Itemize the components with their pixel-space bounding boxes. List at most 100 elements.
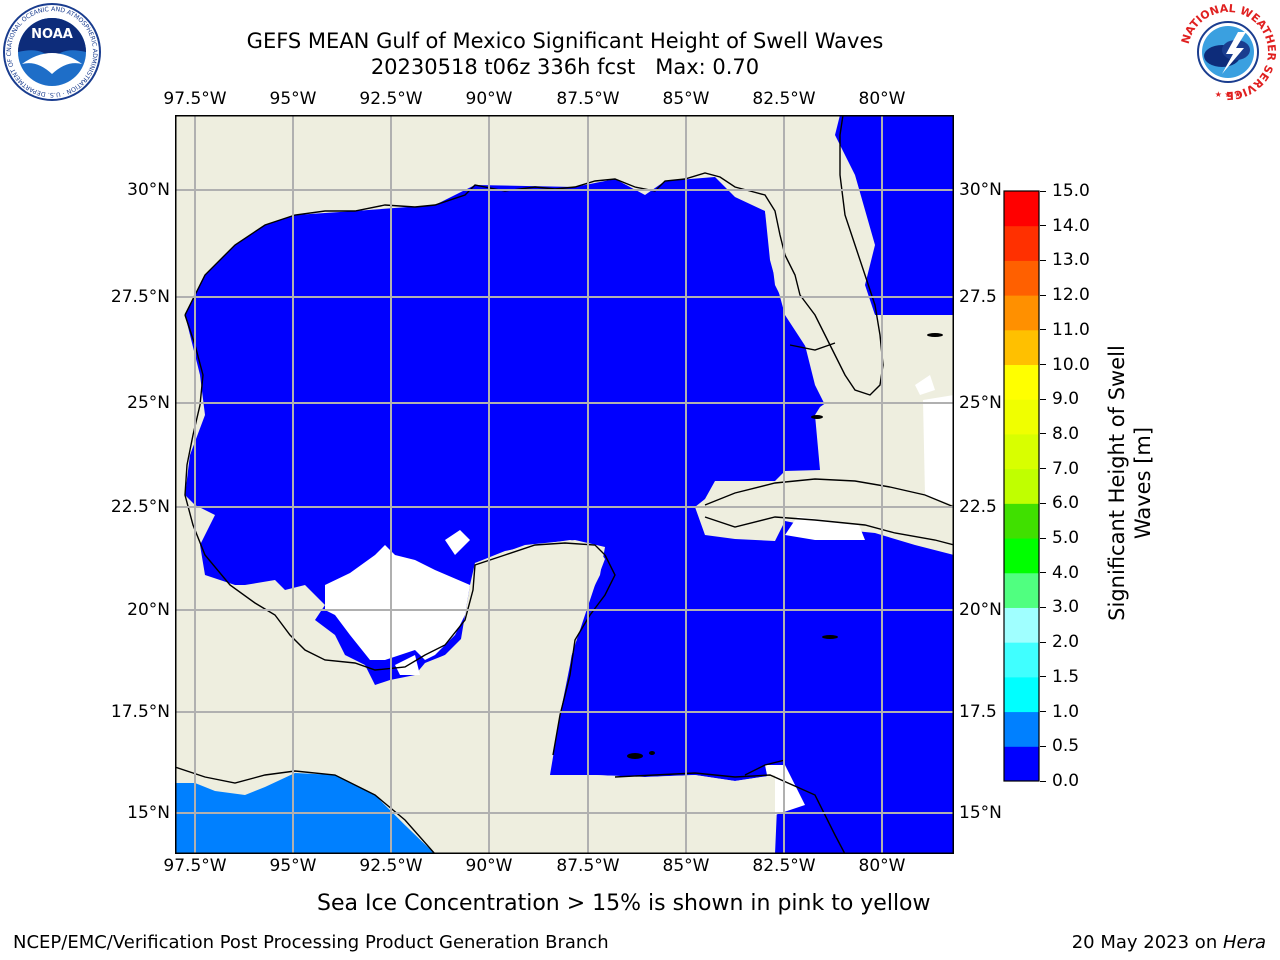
colorbar-tick-mark [1040, 537, 1046, 539]
colorbar-tick-mark [1040, 190, 1046, 192]
colorbar-tick-label: 12.0 [1052, 285, 1090, 306]
colorbar-bin [1004, 295, 1039, 331]
lat-label-left: 30°N [127, 180, 170, 200]
small-islands [627, 333, 943, 759]
colorbar-bin [1004, 329, 1039, 366]
colorbar [1003, 190, 1040, 782]
colorbar-tick-label: 11.0 [1052, 319, 1090, 340]
lon-label-bottom: 87.5°W [556, 856, 620, 876]
colorbar-bin [1004, 746, 1039, 782]
noaa-logo-text: NOAA [31, 27, 73, 42]
colorbar-bin [1004, 503, 1039, 539]
lat-label-right: 25°N [959, 393, 1002, 413]
lat-label-left: 22.5°N [110, 497, 170, 517]
colorbar-tick-mark [1040, 502, 1046, 504]
colorbar-tick-mark [1040, 641, 1046, 643]
colorbar-bin [1004, 538, 1039, 574]
colorbar-tick-label: 1.0 [1052, 701, 1080, 722]
gulf-swell-field [185, 177, 954, 854]
lon-label-bottom: 80°W [858, 856, 906, 876]
lat-label-right: 17.5 [959, 702, 997, 722]
colorbar-tick-mark [1040, 259, 1046, 261]
lat-label-left: 27.5°N [110, 287, 170, 307]
colorbar-label-line1: Significant Height of Swell [1105, 345, 1129, 621]
colorbar-tick-label: 9.0 [1052, 389, 1080, 410]
colorbar-tick-mark [1040, 468, 1046, 470]
gulf-map [175, 115, 954, 854]
colorbar-tick-label: 2.0 [1052, 632, 1080, 653]
lon-label-bottom: 90°W [465, 856, 513, 876]
colorbar-label-line2: Waves [m] [1131, 426, 1155, 540]
colorbar-tick-label: 1.5 [1052, 666, 1080, 687]
map-frame [175, 115, 954, 854]
footer-date: 20 May 2023 on Hera [1072, 932, 1266, 953]
colorbar-tick-label: 13.0 [1052, 250, 1090, 271]
lat-label-right: 22.5 [959, 497, 997, 517]
colorbar-tick-label: 10.0 [1052, 354, 1090, 375]
lon-label-top: 87.5°W [556, 89, 620, 109]
colorbar-tick-mark [1040, 225, 1046, 227]
colorbar-bin [1004, 607, 1039, 643]
chart-subtitle: 20230518 t06z 336h fcst Max: 0.70 [370, 55, 760, 79]
lat-label-left: 15°N [127, 803, 170, 823]
lat-label-right: 20°N [959, 600, 1002, 620]
colorbar-tick-mark [1040, 398, 1046, 400]
colorbar-tick-mark [1040, 606, 1046, 608]
colorbar-tick-label: 0.5 [1052, 736, 1080, 757]
footer-credit: NCEP/EMC/Verification Post Processing Pr… [13, 932, 609, 953]
colorbar-tick-mark [1040, 676, 1046, 678]
lon-label-bottom: 85°W [662, 856, 710, 876]
colorbar-tick-label: 6.0 [1052, 493, 1080, 514]
nws-logo: NATIONAL WEATHER SERVICE ★ ★ ★ [1179, 2, 1278, 102]
colorbar-tick-label: 15.0 [1052, 181, 1090, 201]
colorbar-tick-label: 14.0 [1052, 215, 1090, 236]
colorbar-tick-mark [1040, 745, 1046, 747]
footer-machine: Hera [1222, 932, 1266, 953]
atlantic-swell-field [835, 115, 954, 315]
map-gridlines [175, 115, 954, 854]
lon-label-top: 82.5°W [752, 89, 816, 109]
footer-date-text: 20 May 2023 on [1071, 932, 1223, 953]
lon-label-top: 95°W [269, 89, 317, 109]
sea-ice-note: Sea Ice Concentration > 15% is shown in … [317, 891, 931, 916]
lon-label-top: 90°W [465, 89, 513, 109]
colorbar-tick-label: 0.0 [1052, 771, 1080, 791]
lon-label-top: 97.5°W [163, 89, 227, 109]
lat-label-left: 17.5°N [110, 702, 170, 722]
lon-label-top: 92.5°W [359, 89, 423, 109]
lat-label-right: 27.5 [959, 287, 997, 307]
colorbar-tick-label: 7.0 [1052, 458, 1080, 479]
lon-label-bottom: 97.5°W [163, 856, 227, 876]
colorbar-bin [1004, 364, 1039, 400]
noaa-logo: NATIONAL OCEANIC AND ATMOSPHERIC ADMINIS… [2, 2, 101, 101]
colorbar-tick-label: 8.0 [1052, 423, 1080, 444]
colorbar-bin [1004, 676, 1039, 713]
colorbar-tick-mark [1040, 294, 1046, 296]
colorbar-bin [1004, 399, 1039, 435]
lat-label-right: 15°N [959, 803, 1002, 823]
lon-label-bottom: 92.5°W [359, 856, 423, 876]
colorbar-bin [1004, 260, 1039, 296]
colorbar-bin [1004, 468, 1039, 504]
colorbar-frame [1003, 190, 1040, 782]
colorbar-tick-mark [1040, 433, 1046, 435]
colorbar-bin [1004, 225, 1039, 261]
colorbar-bin [1004, 191, 1039, 227]
colorbar-tick-mark [1040, 572, 1046, 574]
lon-label-bottom: 95°W [269, 856, 317, 876]
colorbar-tick-label: 4.0 [1052, 562, 1080, 583]
missing-data-areas [325, 375, 954, 815]
colorbar-tick-mark [1040, 329, 1046, 331]
colorbar-bin [1004, 572, 1039, 608]
nws-stars: ★ ★ ★ [1215, 90, 1242, 99]
lat-label-left: 25°N [127, 393, 170, 413]
lat-label-left: 20°N [127, 600, 170, 620]
colorbar-tick-mark [1040, 711, 1046, 713]
lat-label-right: 30°N [959, 180, 1002, 200]
lon-label-bottom: 82.5°W [752, 856, 816, 876]
lon-label-top: 85°W [662, 89, 710, 109]
colorbar-label: Significant Height of Swell Waves [m] [1104, 283, 1156, 683]
colorbar-tick-mark [1040, 780, 1046, 782]
colorbar-bin [1004, 433, 1039, 470]
colorbar-tick-label: 3.0 [1052, 597, 1080, 618]
